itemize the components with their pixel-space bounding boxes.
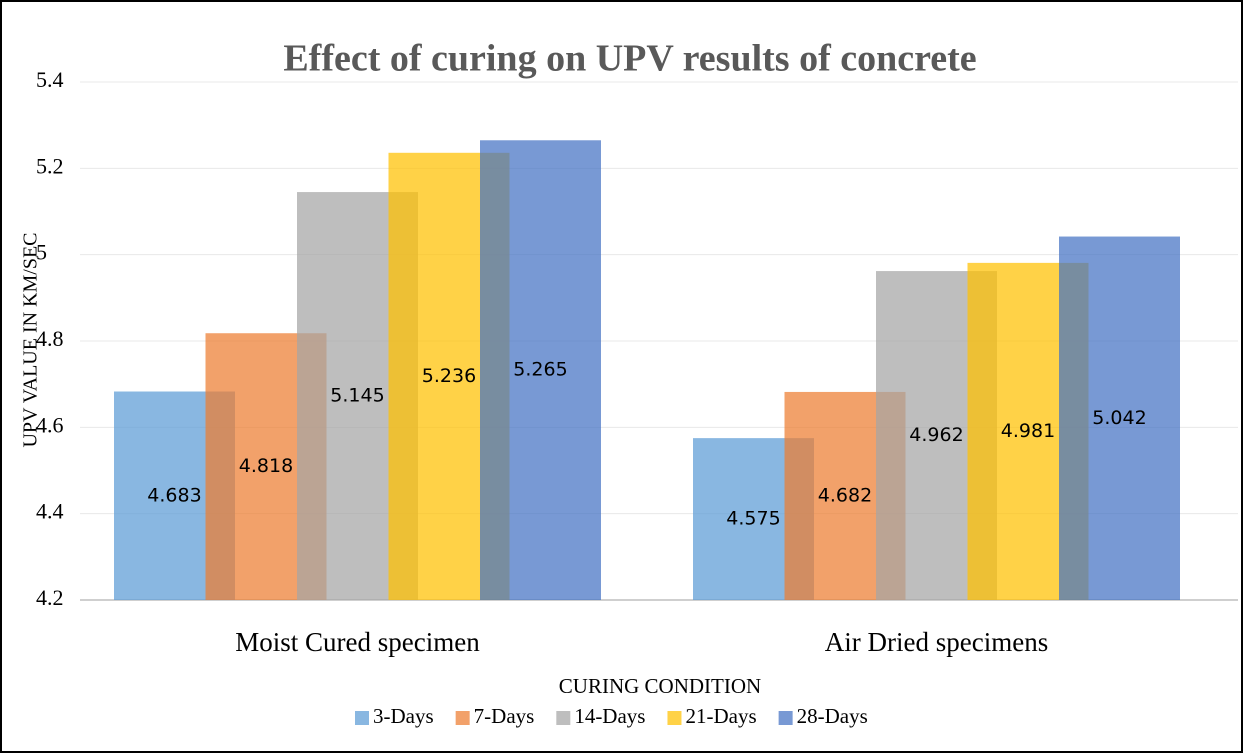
data-label: 4.682 [818, 484, 872, 506]
legend-label: 28-Days [797, 704, 868, 728]
legend-swatch [355, 711, 369, 725]
data-label: 4.683 [147, 484, 201, 506]
x-tick-label: Air Dried specimens [825, 627, 1048, 657]
legend-label: 7-Days [474, 704, 535, 728]
data-label: 4.981 [1001, 420, 1055, 442]
legend-swatch [667, 711, 682, 725]
data-label: 5.236 [422, 365, 476, 387]
data-label: 4.962 [909, 424, 963, 446]
data-label: 4.575 [726, 508, 780, 530]
x-axis-label: CURING CONDITION [559, 674, 761, 698]
y-tick-label: 4.4 [36, 499, 64, 524]
data-label: 5.145 [330, 385, 384, 407]
chart-title: Effect of curing on UPV results of concr… [283, 38, 976, 80]
legend-swatch [556, 711, 571, 725]
legend-label: 14-Days [574, 704, 645, 728]
data-label: 4.818 [239, 455, 293, 477]
bar [1059, 236, 1180, 600]
legend-swatch [778, 711, 793, 725]
legend-swatch [455, 711, 470, 725]
y-axis-label: UPV VALUE IN KM/SEC [20, 232, 42, 447]
y-tick-label: 5 [36, 240, 47, 265]
data-label: 5.042 [1092, 407, 1146, 429]
y-tick-label: 5.4 [36, 67, 64, 92]
y-tick-label: 4.6 [36, 412, 64, 437]
bar [480, 140, 601, 600]
legend-label: 3-Days [373, 704, 434, 728]
data-label: 5.265 [513, 359, 567, 381]
y-tick-label: 4.2 [36, 585, 64, 610]
legend-label: 21-Days [685, 704, 756, 728]
y-tick-label: 5.2 [36, 153, 64, 178]
y-tick-label: 4.8 [36, 326, 64, 351]
x-tick-label: Moist Cured specimen [235, 627, 480, 657]
